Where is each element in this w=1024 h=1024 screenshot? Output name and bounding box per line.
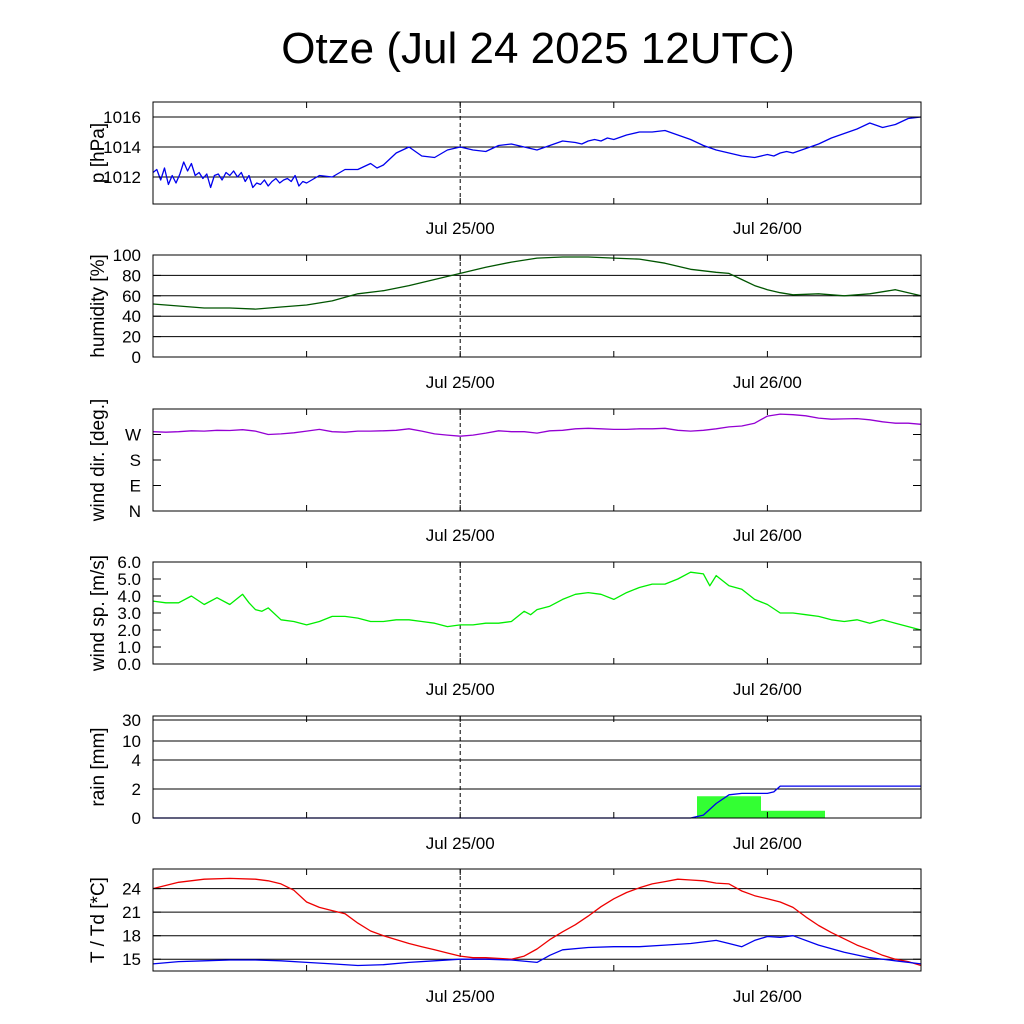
y-axis-label: wind dir. [deg.] [88,399,109,523]
y-tick-label: 20 [122,328,141,347]
x-tick-label: Jul 26/00 [733,526,802,545]
plot-frame [152,101,922,205]
panel-1: 1012 1014 1016 Jul 25/00 Jul 26/00 p [hPa] [88,101,922,238]
x-tick-label: Jul 26/00 [733,680,802,699]
x-tick-label: Jul 25/00 [426,373,495,392]
y-tick-label: 1014 [103,138,141,157]
series-line-t [152,877,922,967]
plot-frame [152,254,922,358]
y-tick-label: 0.0 [117,655,141,674]
plot-frame [152,868,922,972]
y-tick-label: 6.0 [117,553,141,572]
y-tick-label: 4.0 [117,587,141,606]
y-tick-label: 0 [132,809,141,828]
plot-frame [152,561,922,665]
y-tick-label: 60 [122,287,141,306]
panel-5: 0 2 410 30 Jul 25/00 Jul 26/00 rain [mm] [88,711,922,853]
y-tick-label: 40 [122,307,141,326]
x-tick-label: Jul 26/00 [733,834,802,853]
y-tick-label: 30 [122,711,141,730]
series-line [152,413,922,437]
x-tick-label: Jul 26/00 [733,219,802,238]
x-tick-label: Jul 26/00 [733,987,802,1006]
y-axis-label: p [hPa] [88,123,109,183]
y-tick-label: 80 [122,266,141,285]
y-tick-label: E [130,477,141,496]
y-tick-label: 2.0 [117,621,141,640]
panel-4: 0.01.02.03.04.05.06.0 Jul 25/00 Jul 26/00 w… [88,553,922,699]
y-axis-label: T / Td [*C] [88,877,109,963]
y-tick-label: 2 [132,780,141,799]
plot-frame [152,715,922,819]
y-tick-label: 21 [122,903,141,922]
y-tick-label: 4 [132,751,141,770]
y-axis-label: wind sp. [m/s] [88,555,109,672]
y-tick-label: 1012 [103,168,141,187]
page-title: Otze (Jul 24 2025 12UTC) [281,24,795,73]
series-line-td [152,935,922,967]
series-line [152,256,922,310]
y-tick-label: 1016 [103,108,141,127]
series-line [152,571,922,631]
x-tick-label: Jul 25/00 [426,834,495,853]
x-tick-label: Jul 26/00 [733,373,802,392]
y-tick-label: S [130,451,141,470]
y-tick-label: 1.0 [117,638,141,657]
x-tick-label: Jul 25/00 [426,680,495,699]
y-tick-label: 24 [122,880,141,899]
y-axis-label: humidity [%] [88,254,109,357]
x-tick-label: Jul 25/00 [426,987,495,1006]
panel-6: 15 18 21 24 Jul 25/00 Jul 26/00 T / Td [*C] [88,868,922,1006]
x-tick-label: Jul 25/00 [426,219,495,238]
y-tick-label: 5.0 [117,570,141,589]
y-tick-label: 100 [113,246,141,265]
plot-frame [152,408,922,512]
x-tick-label: Jul 25/00 [426,526,495,545]
rain-bar [697,796,761,818]
y-tick-label: 0 [132,348,141,367]
rain-bar [761,810,825,818]
y-tick-label: 10 [122,732,141,751]
y-tick-label: 15 [122,950,141,969]
y-tick-label: 3.0 [117,604,141,623]
series-line [152,116,922,189]
y-tick-label: N [129,502,141,521]
y-tick-label: W [125,426,141,445]
y-axis-label: rain [mm] [88,727,109,806]
y-tick-label: 18 [122,927,141,946]
